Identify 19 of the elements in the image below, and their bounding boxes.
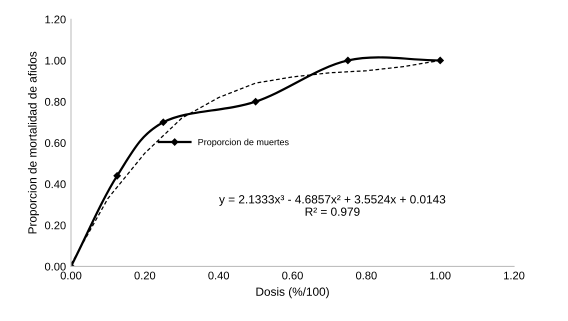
y-tick-label: 0.20	[44, 222, 66, 230]
annotation: y = 2.1333x³ - 4.6857x² + 3.5524x + 0.0143	[219, 195, 446, 206]
y-tick-label: 0.60	[44, 139, 66, 147]
y-tick-label: 1.00	[45, 56, 66, 65]
annotation: R² = 0.979	[306, 208, 360, 216]
y-tick-label: 1.20	[45, 16, 66, 24]
x-tick-label: 0.80	[356, 272, 377, 280]
x-tick-label: 0.00	[60, 272, 82, 280]
x-tick-label: 0.20	[134, 272, 156, 280]
legend-label: Proporcion de muertes	[198, 138, 289, 148]
y-axis-title: Proporcion de mortalidad de afidos	[28, 52, 39, 234]
y-tick-label: 0.40	[44, 180, 66, 188]
x-axis-title: Dosis (%/100)	[256, 287, 329, 298]
x-tick-label: 0.40	[208, 272, 230, 280]
y-tick-label: 0.80	[44, 98, 66, 106]
y-tick-label: 0.00	[44, 262, 66, 271]
x-tick-label: 1.20	[504, 272, 524, 280]
x-tick-label: 0.60	[282, 272, 303, 280]
x-tick-label: 1.00	[430, 272, 451, 280]
